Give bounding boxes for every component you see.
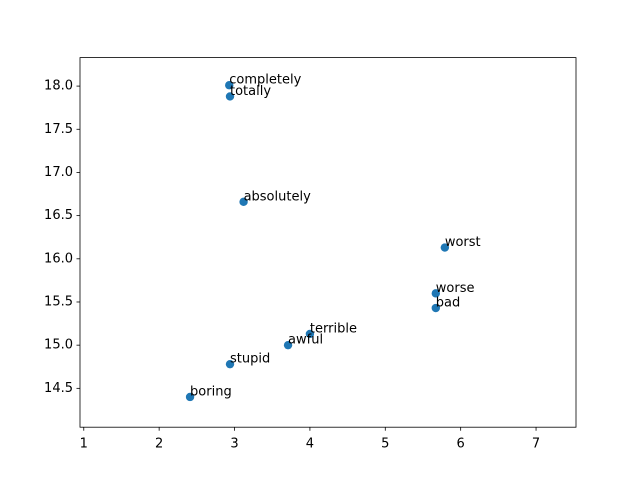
point-label: worst [445,235,481,250]
y-tick-label: 18.0 [44,79,73,94]
y-tick-label: 17.0 [44,165,73,180]
point [431,289,440,298]
x-tick-label: 3 [230,437,238,452]
x-tick-label: 4 [306,437,314,452]
point [225,359,235,369]
y-tick-label: 16.5 [44,208,73,223]
point-label: terrible [310,321,357,336]
x-tick-label: 7 [532,437,540,452]
point [239,197,248,207]
point-label: stupid [230,352,270,367]
y-tick-label: 15.0 [44,338,73,353]
point-label: boring [190,384,232,399]
point [305,329,315,339]
point [440,243,450,252]
point [431,303,440,313]
point-label: totally [230,84,271,99]
point-label: completely [229,73,301,88]
point-label: awful [288,333,323,348]
point [283,340,293,350]
x-tick-label: 2 [155,437,163,452]
point-label: worse [436,281,475,296]
y-tick-label: 16.0 [44,251,73,266]
y-tick-label: 14.5 [44,381,73,396]
x-tick-label: 6 [457,437,465,452]
point [225,92,235,101]
point-label: absolutely [244,189,312,204]
point [225,81,234,90]
y-tick-label: 15.5 [44,294,73,309]
axes-frame [79,57,577,428]
y-tick-label: 17.5 [44,122,73,137]
x-tick-label: 1 [80,437,88,452]
point-label: bad [436,296,460,311]
point [185,392,195,402]
x-tick-label: 5 [381,437,389,452]
